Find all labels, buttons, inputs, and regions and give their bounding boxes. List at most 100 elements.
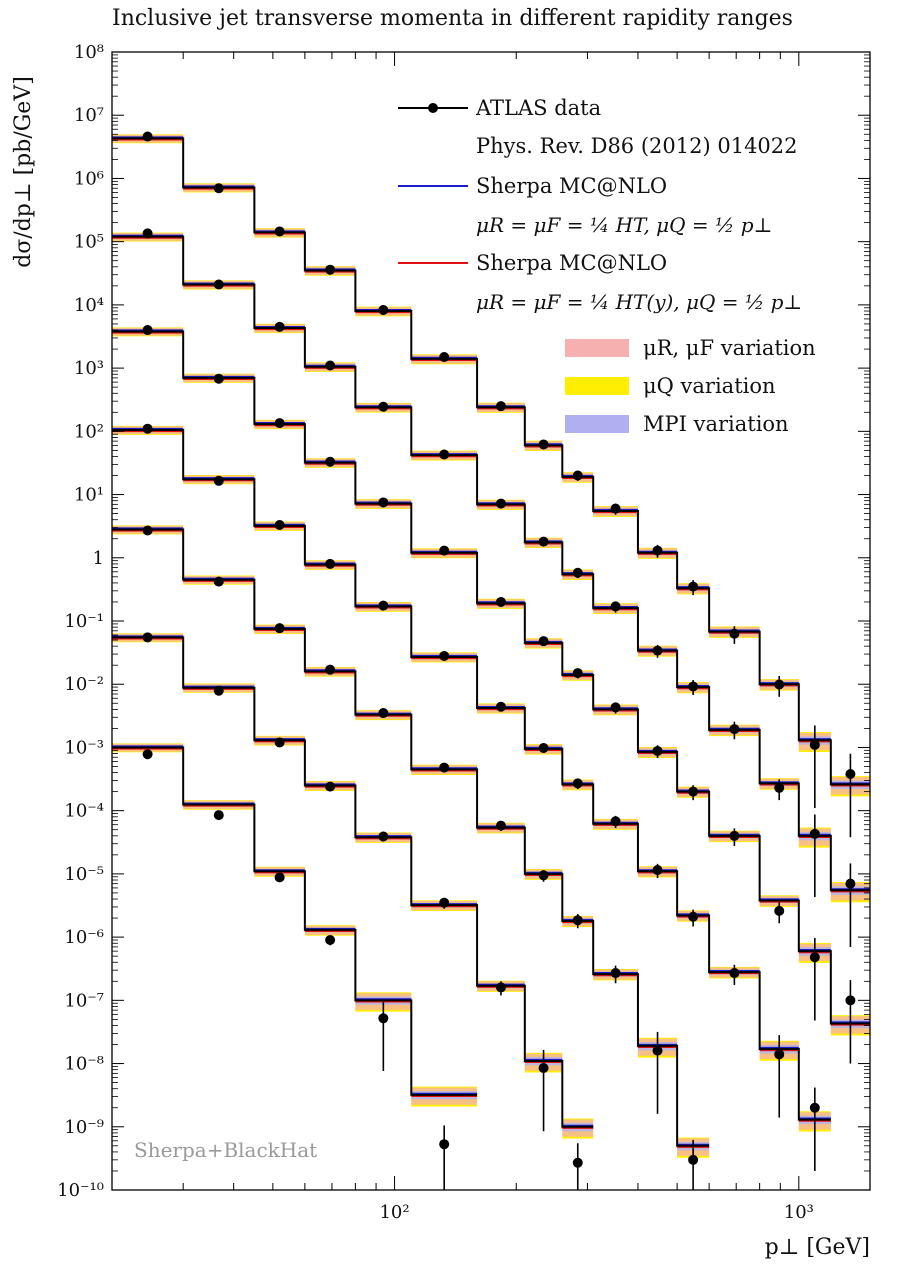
data-point (774, 905, 785, 916)
legend-q-band-label: μQ variation (643, 374, 776, 398)
data-point (774, 1049, 785, 1060)
y-tick-label: 10⁻⁶ (64, 927, 104, 948)
data-step-line (112, 528, 710, 1147)
data-point (729, 968, 740, 979)
legend-data-label: ATLAS data (475, 96, 601, 120)
data-point (274, 321, 285, 332)
data-point (378, 600, 389, 611)
data-point (688, 1154, 699, 1165)
data-point (274, 872, 285, 883)
data-point (142, 131, 153, 142)
data-point (610, 601, 621, 612)
data-point (213, 373, 224, 384)
data-point (495, 982, 506, 993)
data-point (213, 183, 224, 194)
data-point (610, 503, 621, 514)
y-tick-label: 10⁷ (74, 105, 104, 126)
legend-sherpa2-scales: μR = μF = ¼ HT(y), μQ = ½ p⊥ (476, 290, 802, 314)
y-tick-label: 10⁻⁵ (64, 864, 104, 885)
x-axis-label: p⊥ [GeV] (765, 1235, 870, 1260)
data-point (274, 623, 285, 634)
variation-bands (112, 134, 870, 1158)
data-point (325, 558, 336, 569)
data-point (845, 995, 856, 1006)
legend-scale-band-swatch (565, 339, 629, 357)
data-point (274, 418, 285, 429)
y-tick-label: 10⁻¹⁰ (57, 1180, 104, 1201)
data-point (809, 952, 820, 963)
x-tick-label: 10³ (784, 1202, 814, 1223)
legend: ATLAS data Phys. Rev. D86 (2012) 014022 … (398, 96, 816, 436)
data-point (538, 742, 549, 753)
y-tick-label: 10⁻² (64, 674, 104, 695)
data-point (142, 632, 153, 643)
y-tick-label: 10⁵ (74, 232, 104, 253)
data-point (652, 865, 663, 876)
data-point (142, 525, 153, 536)
data-point (572, 470, 583, 481)
data-point (729, 724, 740, 735)
y-tick-label: 10³ (74, 358, 104, 379)
data-point (213, 810, 224, 821)
data-point (439, 1139, 450, 1150)
data-point (572, 567, 583, 578)
data-point (439, 762, 450, 773)
y-axis-label: dσ/dp⊥ [pb/GeV] (11, 76, 36, 268)
data-point (610, 968, 621, 979)
y-tick-label: 10⁴ (74, 295, 104, 316)
data-point (652, 645, 663, 656)
watermark: Sherpa+BlackHat (134, 1138, 317, 1162)
data-step-line (112, 235, 870, 892)
data-point (729, 830, 740, 841)
data-point (652, 545, 663, 556)
data-point (809, 828, 820, 839)
data-point (688, 681, 699, 692)
data-point (213, 279, 224, 290)
y-tick-label: 10⁻⁹ (64, 1117, 104, 1138)
data-point (538, 439, 549, 450)
data-point (378, 1013, 389, 1024)
data-point (495, 498, 506, 509)
y-tick-label: 10⁻⁴ (64, 801, 104, 822)
y-tick-label: 10⁶ (74, 168, 104, 189)
data-point (538, 636, 549, 647)
legend-data-marker (428, 103, 438, 113)
data-point (325, 264, 336, 275)
axes (111, 51, 871, 1191)
data-point (325, 360, 336, 371)
data-point (274, 519, 285, 530)
y-tick-label: 10² (74, 421, 104, 442)
y-tick-label: 10⁻¹ (64, 611, 104, 632)
data-point (809, 1102, 820, 1113)
data-point (495, 701, 506, 712)
data-point (572, 668, 583, 679)
y-tick-label: 10⁻⁷ (64, 990, 104, 1011)
data-point (439, 650, 450, 661)
data-point (142, 749, 153, 760)
data-point (439, 897, 450, 908)
data-point (325, 664, 336, 675)
data-point (572, 1157, 583, 1168)
data-point (538, 870, 549, 881)
data-point (325, 456, 336, 467)
data-point (774, 679, 785, 690)
data-point (495, 820, 506, 831)
data-step-line (112, 746, 478, 1096)
data-point (439, 449, 450, 460)
data-point (325, 935, 336, 946)
data-point (142, 325, 153, 336)
data-point (572, 778, 583, 789)
data-point (495, 401, 506, 412)
data-point (378, 401, 389, 412)
legend-mpi-band-label: MPI variation (643, 412, 789, 436)
data-point (538, 536, 549, 547)
data-point (729, 628, 740, 639)
y-tick-label: 10⁻³ (64, 737, 104, 758)
legend-sherpa1-scales: μR = μF = ¼ HT, μQ = ½ p⊥ (476, 213, 772, 237)
data-point (325, 781, 336, 792)
x-tick-label: 10² (379, 1202, 409, 1223)
data-point (274, 737, 285, 748)
data-point (274, 226, 285, 237)
